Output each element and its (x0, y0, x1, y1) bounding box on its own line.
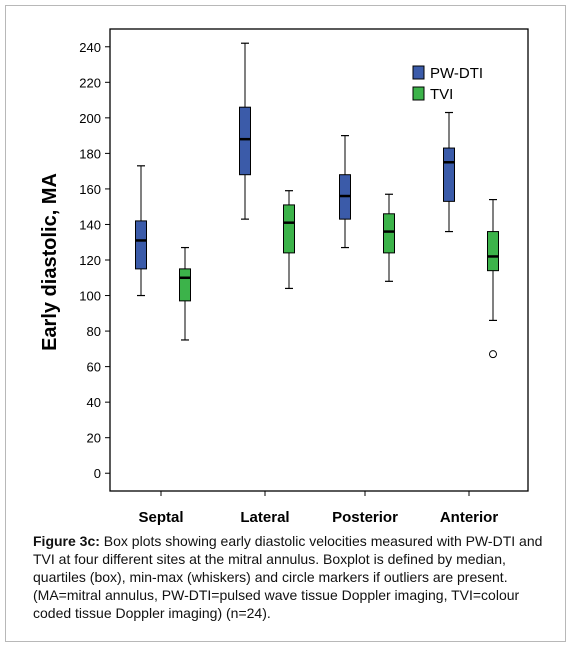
y-tick-label: 60 (87, 360, 101, 375)
iqr-box (135, 220, 147, 270)
x-axis: Septal Lateral Posterior Anterior (138, 491, 498, 526)
y-tick-label: 120 (79, 253, 101, 268)
figure-frame (5, 5, 566, 642)
y-tick-label: 100 (79, 289, 101, 304)
y-tick-label: 40 (87, 395, 101, 410)
box-pw-dti-septal (135, 165, 147, 297)
y-tick-label: 0 (94, 466, 101, 481)
plot-area (109, 28, 529, 492)
x-tick-label: Anterior (440, 509, 499, 526)
y-tick-label: 220 (79, 75, 101, 90)
box-pw-dti-posterior (339, 135, 351, 249)
caption-text: Box plots showing early diastolic veloci… (33, 533, 543, 621)
box-pw-dti-lateral (239, 42, 251, 220)
legend-label-tvi: TVI (430, 86, 453, 103)
figure-caption: Figure 3c: Box plots showing early diast… (33, 532, 553, 622)
legend-label-pw-dti: PW-DTI (430, 65, 483, 82)
y-tick-label: 160 (79, 182, 101, 197)
iqr-box (239, 106, 251, 176)
y-tick-label: 140 (79, 217, 101, 232)
caption-label: Figure 3c: (33, 533, 100, 549)
iqr-box (383, 213, 395, 254)
y-tick-label: 180 (79, 146, 101, 161)
iqr-box (283, 204, 295, 254)
iqr-box (443, 147, 455, 202)
legend: PW-DTI TVI (412, 65, 483, 103)
y-axis-label: Early diastolic, MA (39, 173, 61, 351)
box-tvi-lateral (283, 190, 295, 290)
x-tick-label: Posterior (332, 509, 398, 526)
y-tick-label: 80 (87, 324, 101, 339)
x-tick-label: Lateral (240, 509, 289, 526)
box-pw-dti-anterior (443, 111, 455, 233)
iqr-box (487, 231, 499, 272)
y-axis: 0 20 40 60 80 100 120 140 160 180 200 220 240 (79, 40, 110, 481)
legend-swatch-tvi (412, 86, 425, 101)
box-tvi-septal (179, 246, 191, 341)
box-plot-chart: 0 20 40 60 80 100 120 140 160 180 200 220 240 Septal… (39, 28, 529, 526)
box-tvi-posterior (383, 193, 395, 282)
x-tick-label: Septal (138, 509, 183, 526)
outlier-point (489, 350, 497, 359)
y-tick-label: 200 (79, 111, 101, 126)
box-tvi-anterior (487, 198, 499, 359)
box-series (135, 42, 499, 359)
legend-swatch-pw-dti (412, 65, 425, 80)
y-tick-label: 20 (87, 431, 101, 446)
y-tick-label: 240 (79, 40, 101, 55)
iqr-box (179, 268, 191, 302)
